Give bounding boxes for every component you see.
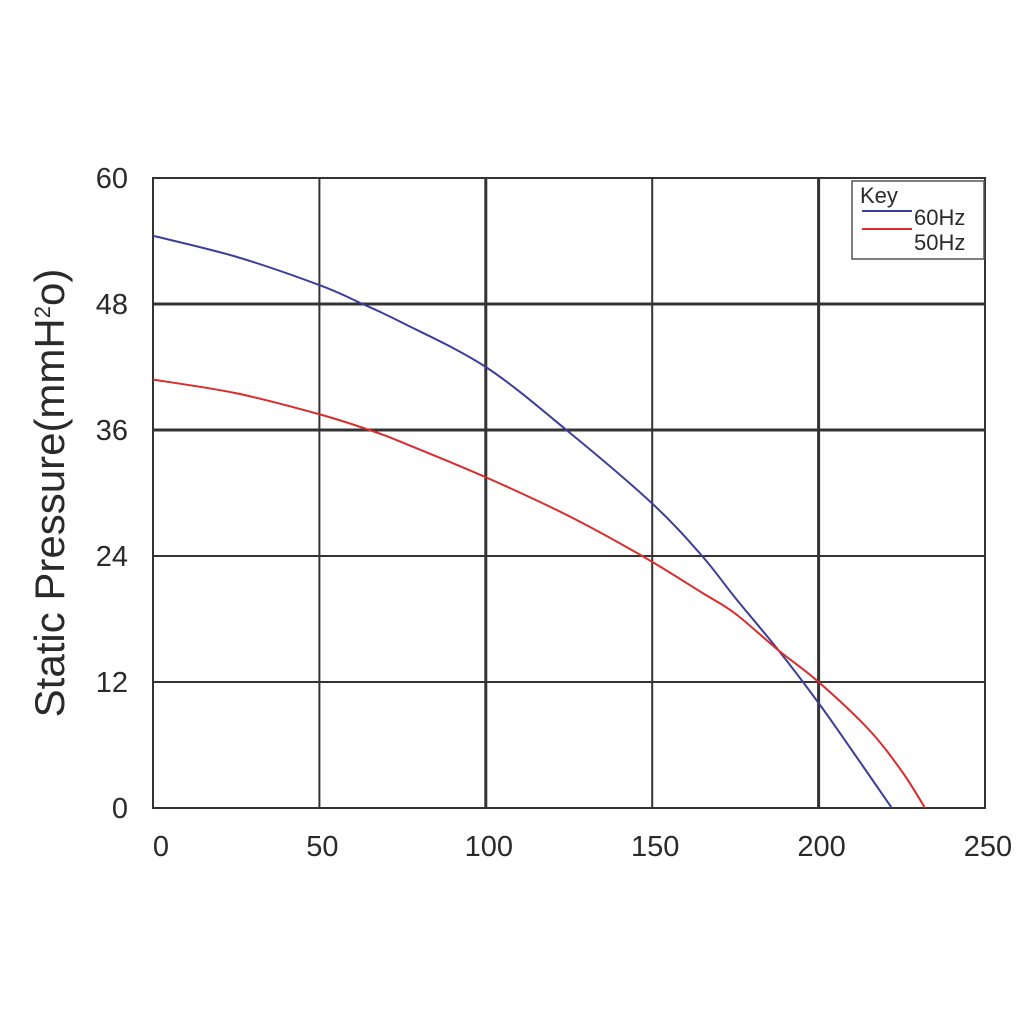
plot-frame bbox=[152, 177, 986, 809]
legend-label-60hz: 60Hz bbox=[914, 205, 965, 230]
y-tick-label: 24 bbox=[96, 541, 128, 573]
y-tick-label: 36 bbox=[96, 415, 128, 447]
x-tick-label: 100 bbox=[465, 831, 513, 863]
y-axis-label-end: o) bbox=[26, 269, 73, 306]
series-line-60hz bbox=[152, 234, 893, 809]
y-axis-label: Static Pressure(mmH2o) bbox=[26, 269, 73, 718]
tick-labels: 0 50 100 150 200 250 0 12 24 36 48 60 bbox=[96, 163, 1012, 863]
legend-label-50hz: 50Hz bbox=[914, 230, 965, 255]
legend-box bbox=[851, 180, 985, 260]
x-tick-label: 150 bbox=[631, 831, 679, 863]
gridlines bbox=[152, 177, 986, 809]
x-tick-label: 0 bbox=[153, 831, 169, 863]
series-line-50hz bbox=[152, 378, 926, 809]
y-axis-label-main: Static Pressure(mmH bbox=[26, 318, 73, 717]
y-tick-label: 0 bbox=[112, 793, 128, 825]
x-tick-label: 250 bbox=[964, 831, 1012, 863]
x-tick-label: 50 bbox=[306, 831, 338, 863]
y-tick-label: 12 bbox=[96, 667, 128, 699]
y-tick-label: 60 bbox=[96, 163, 128, 195]
series-lines bbox=[152, 234, 926, 809]
legend: Key 60Hz 50Hz bbox=[851, 180, 985, 260]
y-axis-label-superscript: 2 bbox=[30, 306, 55, 318]
legend-title: Key bbox=[860, 183, 898, 208]
x-tick-label: 200 bbox=[797, 831, 845, 863]
y-tick-label: 48 bbox=[96, 289, 128, 321]
